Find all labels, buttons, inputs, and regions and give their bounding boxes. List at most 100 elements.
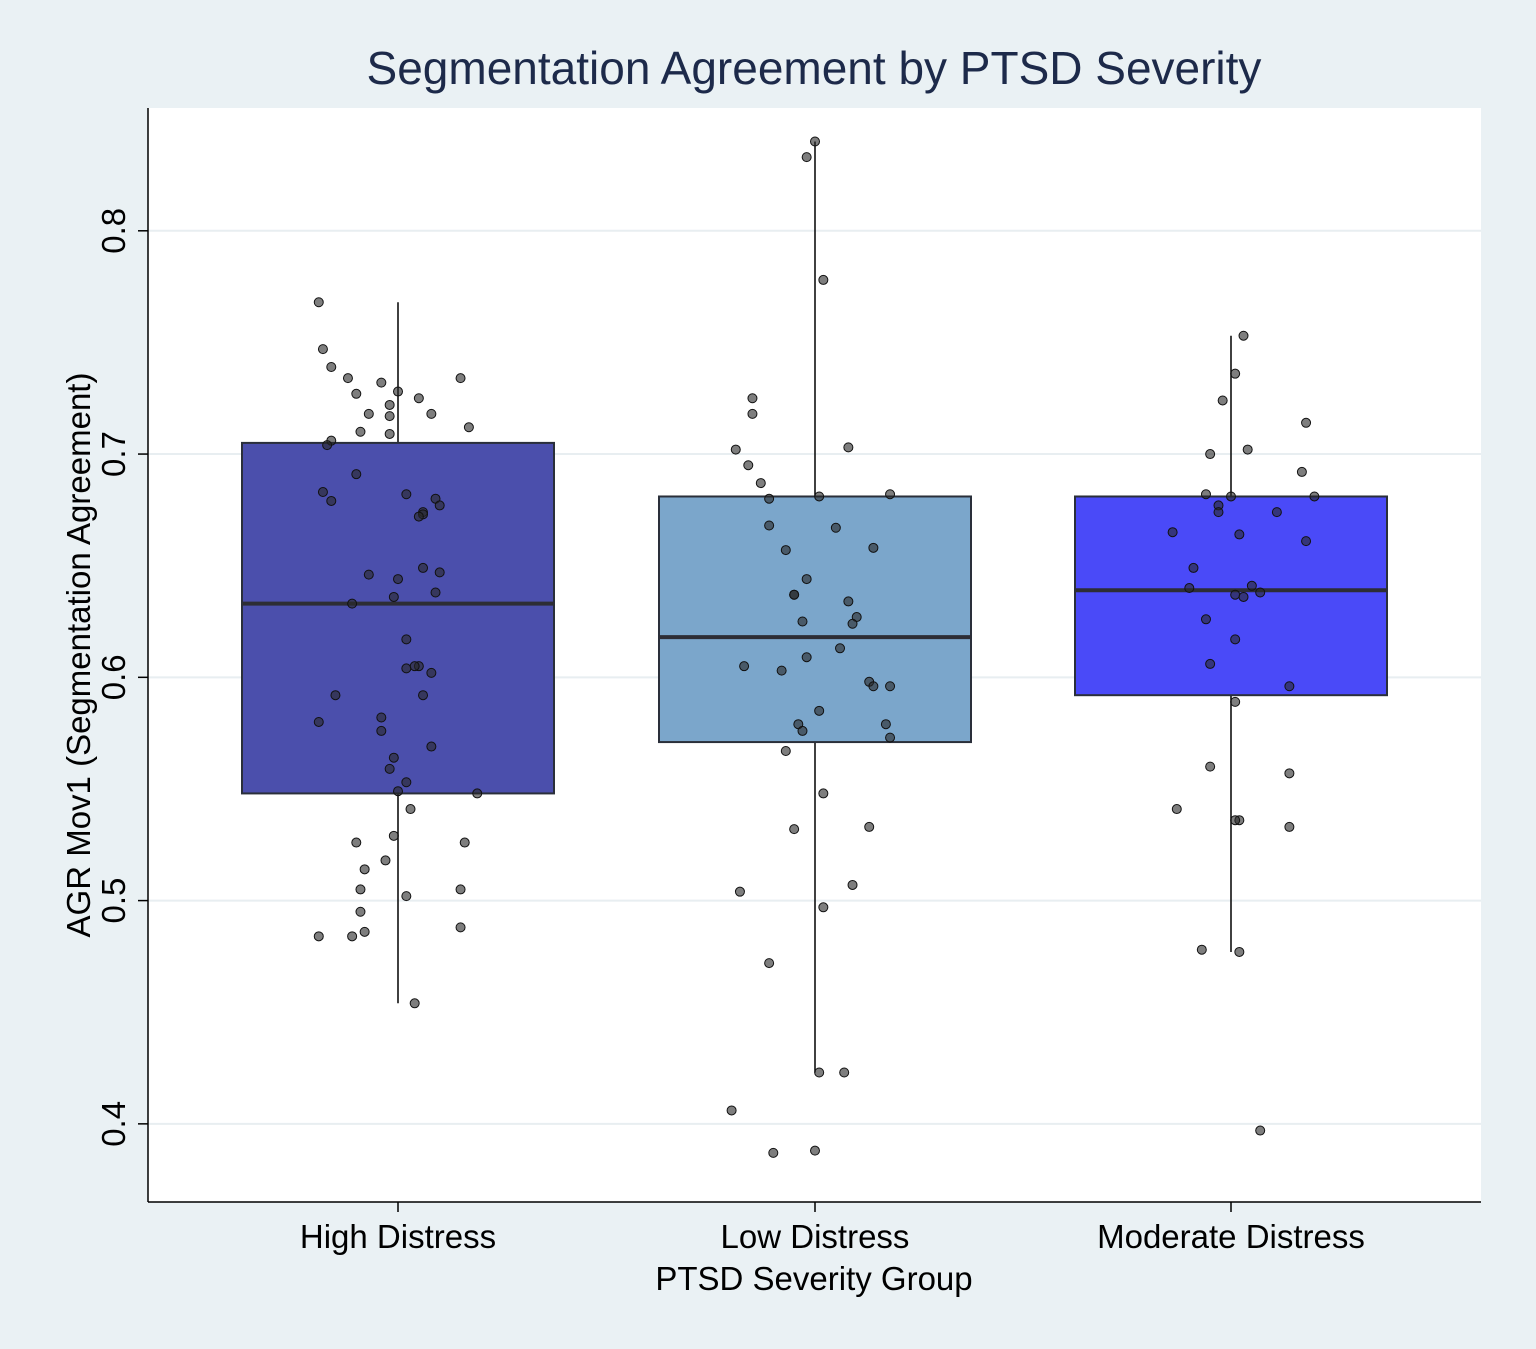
data-point — [326, 495, 337, 506]
data-point — [830, 522, 841, 533]
data-point — [376, 725, 387, 736]
y-tick-label: 0.6 — [95, 654, 132, 700]
data-point — [734, 886, 745, 897]
data-point — [755, 478, 766, 489]
data-point — [393, 386, 403, 397]
data-point — [426, 408, 437, 419]
data-point — [384, 399, 395, 410]
data-point — [1230, 589, 1241, 600]
data-point — [780, 545, 791, 556]
outlier-point — [839, 1067, 850, 1078]
boxes — [241, 141, 1388, 1073]
box — [241, 441, 555, 795]
data-point — [1230, 696, 1241, 707]
chart-title: Segmentation Agreement by PTSD Severity — [367, 42, 1262, 94]
data-point — [1205, 761, 1216, 772]
data-point — [797, 616, 808, 627]
data-point — [868, 681, 879, 692]
data-point — [426, 741, 437, 752]
data-point — [864, 821, 875, 832]
outlier-point — [1234, 946, 1245, 957]
data-point — [764, 493, 775, 504]
data-point — [843, 442, 854, 453]
data-point — [1234, 529, 1245, 540]
data-point — [317, 344, 328, 355]
data-point — [789, 589, 800, 600]
data-point — [810, 136, 820, 147]
data-point — [401, 489, 412, 500]
data-point — [739, 661, 750, 672]
data-point — [1296, 466, 1307, 477]
ticks: 0.4 0.5 0.6 0.7 0.8 High Distress Low Distress… — [95, 208, 1365, 1255]
data-point — [1167, 527, 1178, 538]
data-point — [801, 152, 812, 163]
data-point — [1230, 634, 1241, 645]
data-point — [455, 884, 466, 895]
data-point — [413, 393, 424, 404]
data-point — [1217, 395, 1228, 406]
data-point — [847, 879, 858, 890]
box — [658, 495, 972, 744]
data-points — [313, 136, 1320, 1158]
data-point — [1230, 815, 1241, 826]
data-point — [459, 837, 470, 848]
data-point — [1284, 768, 1295, 779]
y-tick-label: 0.7 — [95, 431, 132, 477]
data-point — [1226, 491, 1236, 502]
data-point — [393, 786, 403, 797]
data-point — [317, 487, 328, 498]
data-point — [1188, 562, 1199, 573]
data-point — [393, 574, 403, 585]
data-point — [1230, 368, 1241, 379]
data-point — [313, 297, 324, 308]
data-point — [814, 491, 825, 502]
data-point — [351, 469, 362, 480]
data-point — [388, 830, 399, 841]
data-point — [885, 681, 896, 692]
data-point — [326, 361, 337, 372]
data-point — [1205, 658, 1216, 669]
data-point — [388, 752, 399, 763]
data-point — [418, 562, 429, 573]
data-point — [363, 408, 374, 419]
data-point — [814, 705, 825, 716]
data-point — [868, 542, 879, 553]
data-point — [814, 1067, 825, 1078]
data-point — [780, 746, 791, 757]
data-point — [384, 763, 395, 774]
data-point — [1301, 536, 1312, 547]
outlier-point — [726, 1105, 737, 1116]
data-point — [418, 690, 429, 701]
data-point — [818, 902, 829, 913]
data-point — [818, 788, 829, 799]
data-point — [1238, 591, 1249, 602]
data-point — [764, 958, 775, 969]
data-point — [330, 690, 341, 701]
outlier-point — [347, 931, 358, 942]
data-point — [818, 274, 829, 285]
outlier-point — [313, 931, 324, 942]
data-point — [1238, 330, 1249, 341]
data-point — [355, 884, 366, 895]
data-point — [359, 864, 370, 875]
data-point — [384, 411, 395, 422]
outlier-point — [359, 926, 370, 937]
data-point — [1196, 944, 1207, 955]
data-point — [1246, 580, 1257, 591]
data-point — [363, 569, 374, 580]
data-point — [1242, 444, 1253, 455]
data-point — [405, 804, 416, 815]
data-point — [1205, 449, 1216, 460]
data-point — [1284, 821, 1295, 832]
data-point — [342, 373, 353, 384]
data-point — [401, 663, 412, 674]
data-point — [1171, 804, 1182, 815]
data-point — [847, 618, 858, 629]
x-tick-label: Low Distress — [721, 1218, 910, 1255]
data-point — [880, 719, 891, 730]
data-point — [801, 574, 812, 585]
y-tick-label: 0.5 — [95, 878, 132, 924]
data-point — [313, 716, 324, 727]
